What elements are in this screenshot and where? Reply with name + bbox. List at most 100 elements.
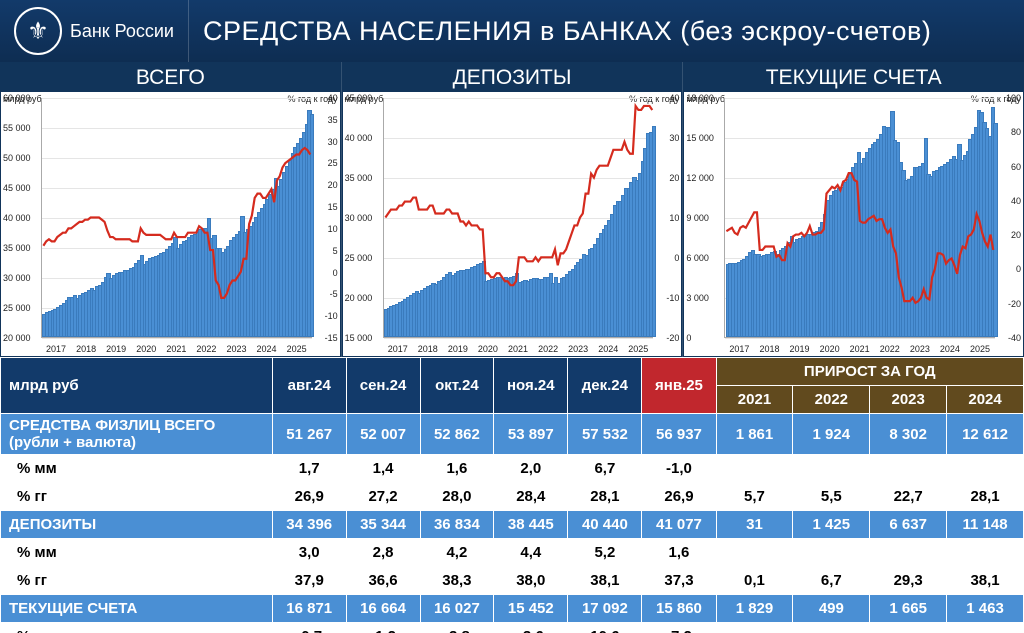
chart-panel: ДЕПОЗИТЫмлрд руб% год к году15 00020 000…	[342, 62, 684, 357]
cell: -3,6	[494, 623, 568, 633]
xtick: 2025	[287, 344, 307, 354]
plot-area	[724, 98, 995, 338]
cell: 40 440	[568, 511, 642, 539]
ytick-left: 20 000	[3, 333, 31, 343]
cell-annual	[870, 455, 947, 483]
ytick-right: -10	[666, 293, 679, 303]
xtick: 2025	[970, 344, 990, 354]
xtick: 2022	[196, 344, 216, 354]
cell: 16 027	[420, 595, 494, 623]
cell-annual: 1 463	[947, 595, 1024, 623]
chart-title: ДЕПОЗИТЫ	[342, 62, 683, 92]
cell: -1,2	[346, 623, 420, 633]
cell: -3,8	[420, 623, 494, 633]
chart-title: ТЕКУЩИЕ СЧЕТА	[683, 62, 1024, 92]
table-corner: млрд руб	[1, 358, 273, 414]
ytick-right: 15	[328, 202, 338, 212]
cell: 38,0	[494, 567, 568, 595]
cell-annual	[716, 539, 793, 567]
cell: 2,8	[346, 539, 420, 567]
page-title: СРЕДСТВА НАСЕЛЕНИЯ в БАНКАХ (без эскроу-…	[189, 16, 931, 47]
table-row: % гг26,927,228,028,428,126,95,75,522,728…	[1, 483, 1024, 511]
year-header: 2023	[870, 386, 947, 414]
plot: млрд руб% год к году15 00020 00025 00030…	[343, 92, 682, 356]
ytick-left: 60 000	[3, 93, 31, 103]
month-header: окт.24	[420, 358, 494, 414]
ytick-right: 80	[1011, 127, 1021, 137]
xtick: 2018	[418, 344, 438, 354]
cell-annual: 499	[793, 595, 870, 623]
cell: 28,4	[494, 483, 568, 511]
cell-annual: 12 612	[947, 414, 1024, 455]
header-bar: ⚜ Банк России СРЕДСТВА НАСЕЛЕНИЯ в БАНКА…	[0, 0, 1024, 62]
xtick: 2020	[820, 344, 840, 354]
cell-annual: 6,7	[793, 567, 870, 595]
cell: 16 664	[346, 595, 420, 623]
month-header: янв.25	[642, 358, 716, 414]
cell: 52 862	[420, 414, 494, 455]
plot-area	[41, 98, 312, 338]
cell-annual: 1 924	[793, 414, 870, 455]
table-row: % гг37,936,638,338,038,137,30,16,729,338…	[1, 567, 1024, 595]
cell-annual: 0,1	[716, 567, 793, 595]
ytick-right: 0	[1016, 264, 1021, 274]
ytick-right: 0	[333, 268, 338, 278]
cell: 57 532	[568, 414, 642, 455]
year-header: 2024	[947, 386, 1024, 414]
cell: 38 445	[494, 511, 568, 539]
ytick-right: 40	[669, 93, 679, 103]
row-label: % мм	[1, 455, 273, 483]
row-label: ДЕПОЗИТЫ	[1, 511, 273, 539]
cell: 10,6	[568, 623, 642, 633]
ytick-right: -5	[330, 289, 338, 299]
cell: 1,4	[346, 455, 420, 483]
chart-title: ВСЕГО	[0, 62, 341, 92]
cell-annual	[793, 623, 870, 633]
plot-area	[383, 98, 654, 338]
cell-annual	[716, 455, 793, 483]
growth-line	[725, 98, 995, 337]
data-table: млрд рубавг.24сен.24окт.24ноя.24дек.24ян…	[0, 357, 1024, 633]
cell: -1,0	[642, 455, 716, 483]
ytick-right: -10	[325, 311, 338, 321]
ytick-left: 3 000	[686, 293, 709, 303]
cell: 34 396	[272, 511, 346, 539]
ytick-right: 25	[328, 158, 338, 168]
cell: 5,2	[568, 539, 642, 567]
cell-annual	[947, 455, 1024, 483]
ytick-left: 40 000	[345, 133, 373, 143]
ytick-left: 0	[686, 333, 691, 343]
ytick-right: -20	[1008, 299, 1021, 309]
month-header: дек.24	[568, 358, 642, 414]
cell: 26,9	[272, 483, 346, 511]
cell-annual: 31	[716, 511, 793, 539]
cell: 15 452	[494, 595, 568, 623]
ytick-left: 45 000	[3, 183, 31, 193]
ytick-right: 40	[1011, 196, 1021, 206]
ytick-left: 35 000	[3, 243, 31, 253]
ytick-right: 20	[669, 173, 679, 183]
cell: 4,4	[494, 539, 568, 567]
xtick: 2017	[729, 344, 749, 354]
cell: 6,7	[568, 455, 642, 483]
cell-annual: 28,1	[947, 483, 1024, 511]
cell: 26,9	[642, 483, 716, 511]
cell-annual	[870, 623, 947, 633]
cell: 2,0	[494, 455, 568, 483]
cell-annual: 1 861	[716, 414, 793, 455]
plot: млрд руб% год к году20 00025 00030 00035…	[1, 92, 340, 356]
ytick-left: 35 000	[345, 173, 373, 183]
annual-header: ПРИРОСТ ЗА ГОД	[716, 358, 1023, 386]
cell: 28,1	[568, 483, 642, 511]
chart-panel: ВСЕГОмлрд руб% год к году20 00025 00030 …	[0, 62, 342, 357]
month-header: сен.24	[346, 358, 420, 414]
ytick-left: 12 000	[686, 173, 714, 183]
ytick-right: 10	[669, 213, 679, 223]
table-row: % мм3,02,84,24,45,21,6	[1, 539, 1024, 567]
cell: 4,2	[420, 539, 494, 567]
ytick-right: 0	[674, 253, 679, 263]
ytick-right: 20	[1011, 230, 1021, 240]
cell: -7,2	[642, 623, 716, 633]
growth-line	[384, 98, 654, 337]
ytick-left: 25 000	[3, 303, 31, 313]
